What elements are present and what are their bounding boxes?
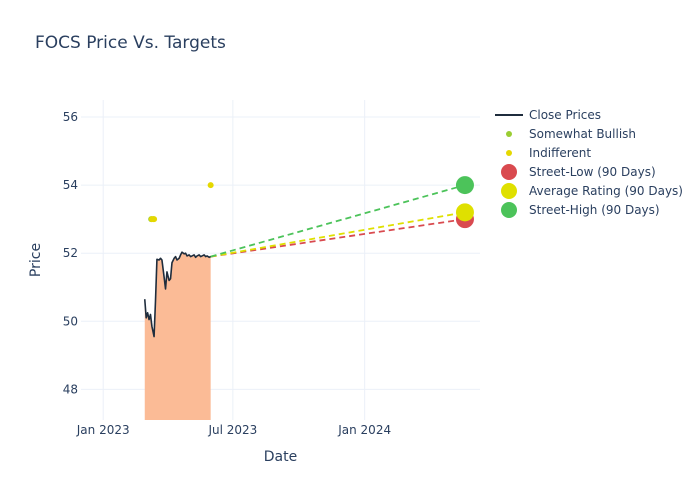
legend-item[interactable]: Somewhat Bullish: [494, 124, 683, 143]
target-line: [210, 218, 466, 258]
close-price-area: [144, 252, 211, 420]
legend-item[interactable]: Street-High (90 Days): [494, 200, 683, 219]
legend-label: Somewhat Bullish: [529, 126, 637, 141]
legend-label: Average Rating (90 Days): [529, 183, 683, 198]
legend-swatch: [495, 113, 523, 116]
legend-swatch: [501, 163, 517, 180]
legend-symbol: [494, 162, 524, 181]
legend-symbol: [494, 181, 524, 200]
grid-layer: [81, 100, 480, 420]
x-tick-label: Jan 2024: [337, 423, 391, 437]
y-tick-label: 48: [63, 382, 78, 396]
legend-label: Street-High (90 Days): [529, 202, 660, 217]
legend-item[interactable]: Indifferent: [494, 143, 683, 162]
y-axis-title: Price: [28, 243, 44, 277]
chart-title: FOCS Price Vs. Targets: [35, 33, 226, 53]
x-tick-label: Jul 2023: [207, 423, 257, 437]
legend-item[interactable]: Close Prices: [494, 105, 683, 124]
x-axis-title: Date: [264, 449, 297, 465]
target-marker[interactable]: [455, 176, 474, 195]
rating-point[interactable]: [207, 182, 214, 189]
close-price-line: [143, 251, 212, 338]
y-tick-label: 56: [63, 110, 78, 124]
y-tick-label: 50: [63, 314, 78, 328]
legend-symbol: [494, 124, 524, 143]
line-layer: [143, 251, 212, 338]
x-tick-label: Jan 2023: [76, 423, 130, 437]
legend-swatch: [506, 130, 512, 137]
target-line: [210, 211, 466, 258]
legend-label: Close Prices: [529, 107, 602, 122]
legend-symbol: [494, 200, 524, 219]
fill-layer: [144, 252, 211, 420]
y-tick-label: 54: [63, 178, 78, 192]
axis-layer: 48 50 52 54 56 Jan 2023 Jul 2023 Jan 2024 Date Pr…: [28, 110, 391, 465]
legend-symbol: [494, 143, 524, 162]
legend-label: Indifferent: [529, 145, 592, 160]
legend-swatch: [501, 182, 517, 199]
rating-point[interactable]: [151, 216, 158, 223]
legend-label: Street-Low (90 Days): [529, 164, 656, 179]
legend-item[interactable]: Street-Low (90 Days): [494, 162, 683, 181]
y-tick-label: 52: [63, 246, 78, 260]
target-marker[interactable]: [455, 203, 474, 222]
legend-symbol: [494, 105, 524, 124]
legend-swatch: [501, 201, 517, 218]
target-layer: [210, 184, 466, 258]
target-line: [210, 184, 466, 258]
legend-swatch: [506, 149, 512, 156]
marker-layer: [148, 176, 474, 229]
legend-item[interactable]: Average Rating (90 Days): [494, 181, 683, 200]
legend[interactable]: Close Prices Somewhat Bullish Indifferent S…: [494, 105, 683, 219]
